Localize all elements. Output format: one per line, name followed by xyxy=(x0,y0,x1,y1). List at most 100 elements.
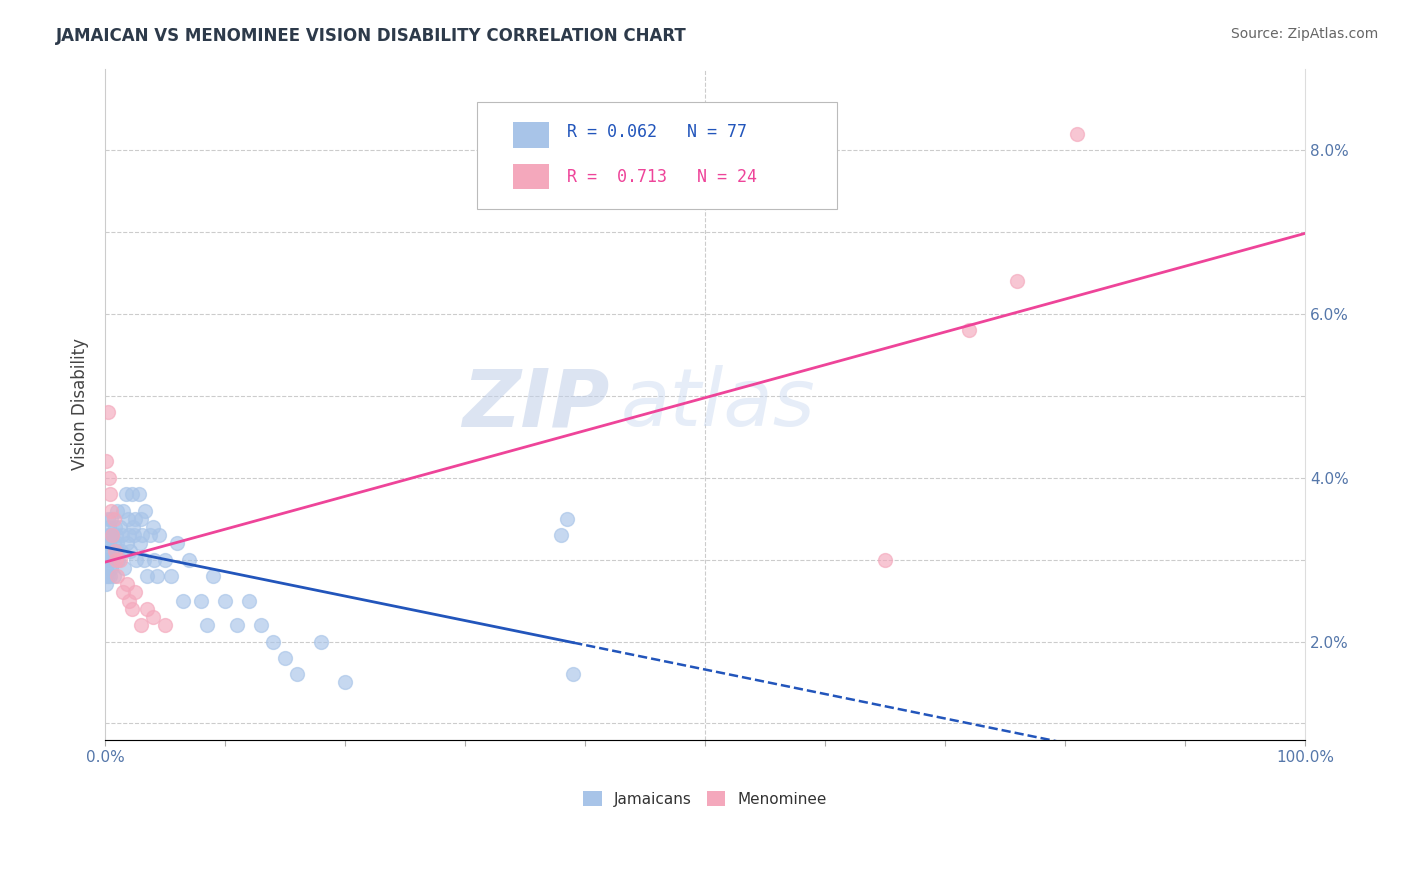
Point xyxy=(121,520,143,534)
Point xyxy=(121,487,143,501)
Point xyxy=(138,528,160,542)
Point xyxy=(875,552,897,566)
Point xyxy=(1005,274,1028,288)
Text: JAMAICAN VS MENOMINEE VISION DISABILITY CORRELATION CHART: JAMAICAN VS MENOMINEE VISION DISABILITY … xyxy=(56,27,688,45)
Point xyxy=(105,544,128,558)
Point xyxy=(112,503,135,517)
Text: R = 0.062   N = 77: R = 0.062 N = 77 xyxy=(567,123,747,141)
Point xyxy=(105,536,128,550)
Point xyxy=(250,618,273,632)
Point xyxy=(155,618,177,632)
Point xyxy=(335,675,357,690)
Point xyxy=(136,569,159,583)
Point xyxy=(166,536,188,550)
Point xyxy=(143,552,166,566)
Point xyxy=(97,520,120,534)
Legend: Jamaicans, Menominee: Jamaicans, Menominee xyxy=(578,784,834,813)
Point xyxy=(124,512,146,526)
Point xyxy=(124,585,146,599)
Point xyxy=(97,512,120,526)
Point xyxy=(118,528,141,542)
Point xyxy=(142,610,165,624)
Point xyxy=(97,471,120,485)
Point xyxy=(96,536,118,550)
Point xyxy=(96,454,118,468)
Point xyxy=(129,512,152,526)
Point xyxy=(105,552,128,566)
Point xyxy=(97,544,120,558)
Point xyxy=(155,552,177,566)
Point xyxy=(129,536,152,550)
Point xyxy=(98,487,121,501)
Point xyxy=(179,552,201,566)
Point xyxy=(115,536,138,550)
Point xyxy=(97,561,120,575)
Point xyxy=(112,585,135,599)
Point xyxy=(103,569,125,583)
Point xyxy=(132,552,155,566)
Point xyxy=(160,569,183,583)
Point xyxy=(202,569,225,583)
Point xyxy=(285,667,308,681)
Point xyxy=(309,634,332,648)
Point xyxy=(107,552,129,566)
Point xyxy=(108,520,131,534)
Point xyxy=(105,569,128,583)
Point xyxy=(105,503,128,517)
Point xyxy=(98,528,121,542)
Point xyxy=(98,552,121,566)
Point xyxy=(103,512,125,526)
Point xyxy=(100,544,122,558)
Point xyxy=(103,536,125,550)
Text: atlas: atlas xyxy=(621,365,815,443)
Point xyxy=(112,561,135,575)
Point xyxy=(136,602,159,616)
Point xyxy=(238,593,260,607)
Text: ZIP: ZIP xyxy=(461,365,609,443)
Point xyxy=(111,528,134,542)
Point xyxy=(96,561,118,575)
Point xyxy=(101,528,124,542)
Point xyxy=(125,552,148,566)
FancyBboxPatch shape xyxy=(513,164,550,189)
Point xyxy=(105,528,128,542)
Point xyxy=(262,634,284,648)
Point xyxy=(108,552,131,566)
Point xyxy=(101,552,124,566)
Point xyxy=(100,512,122,526)
FancyBboxPatch shape xyxy=(513,122,550,148)
Point xyxy=(100,561,122,575)
Point xyxy=(97,569,120,583)
Point xyxy=(550,528,572,542)
Point xyxy=(129,618,152,632)
Point xyxy=(214,593,236,607)
Point xyxy=(118,593,141,607)
Point xyxy=(555,512,578,526)
Point xyxy=(122,528,145,542)
Point xyxy=(120,544,142,558)
Y-axis label: Vision Disability: Vision Disability xyxy=(72,338,89,470)
Point xyxy=(134,503,156,517)
Point xyxy=(96,577,118,591)
Point xyxy=(97,405,120,419)
Point xyxy=(114,487,136,501)
Point xyxy=(110,544,132,558)
Point xyxy=(195,618,218,632)
FancyBboxPatch shape xyxy=(477,102,837,210)
Text: Source: ZipAtlas.com: Source: ZipAtlas.com xyxy=(1230,27,1378,41)
Point xyxy=(128,487,150,501)
Point xyxy=(97,536,120,550)
Text: R =  0.713   N = 24: R = 0.713 N = 24 xyxy=(567,169,758,186)
Point xyxy=(1066,127,1088,141)
Point xyxy=(117,512,139,526)
Point xyxy=(98,569,121,583)
Point xyxy=(104,520,127,534)
Point xyxy=(142,520,165,534)
Point xyxy=(121,602,143,616)
Point xyxy=(115,577,138,591)
Point xyxy=(172,593,194,607)
Point xyxy=(148,528,170,542)
Point xyxy=(104,544,127,558)
Point xyxy=(96,569,118,583)
Point xyxy=(562,667,585,681)
